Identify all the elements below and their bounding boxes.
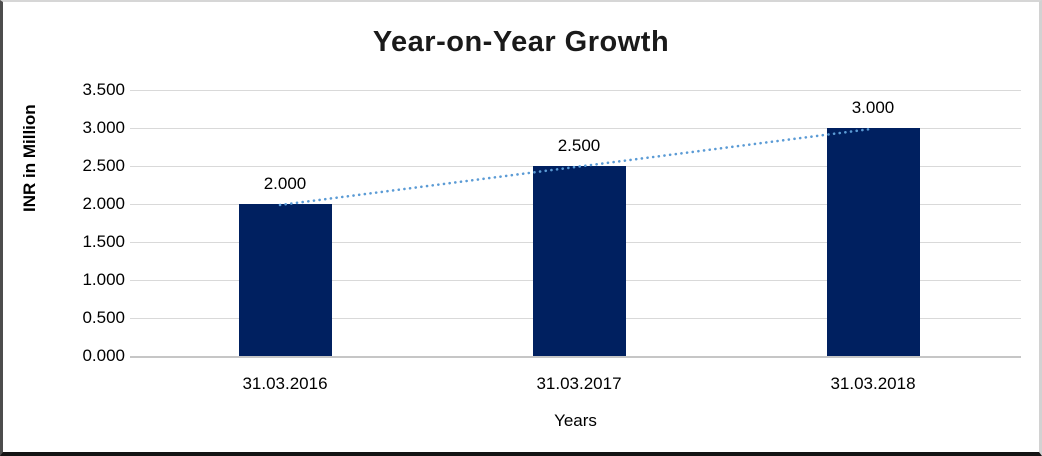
x-axis-line [130, 356, 1021, 358]
chart-title: Year-on-Year Growth [372, 26, 670, 58]
x-axis-title: Years [554, 411, 597, 430]
y-tick-label: 2.500 [82, 156, 125, 175]
bar-31.03.2017 [532, 166, 626, 356]
y-tick-label: 3.500 [82, 80, 125, 99]
y-tick-label: 2.000 [82, 194, 125, 213]
y-tick-label: 1.500 [82, 232, 125, 251]
bar-value-label: 2.500 [557, 136, 601, 155]
bar-31.03.2018 [826, 128, 920, 356]
y-axis-title: INR in Million [20, 104, 39, 212]
y-tick-label: 0.000 [82, 346, 125, 365]
y-tick-label: 1.000 [82, 270, 125, 289]
bar-31.03.2016 [238, 204, 332, 356]
bar-value-label: 3.000 [851, 98, 895, 117]
x-tick-label: 31.03.2016 [242, 374, 328, 393]
y-tick-label: 0.500 [82, 308, 125, 327]
x-tick-label: 31.03.2018 [830, 374, 916, 393]
y-tick-label: 3.000 [82, 118, 125, 137]
bar-value-label: 2.000 [263, 174, 307, 193]
x-tick-label: 31.03.2017 [536, 374, 622, 393]
gridline [130, 90, 1021, 91]
